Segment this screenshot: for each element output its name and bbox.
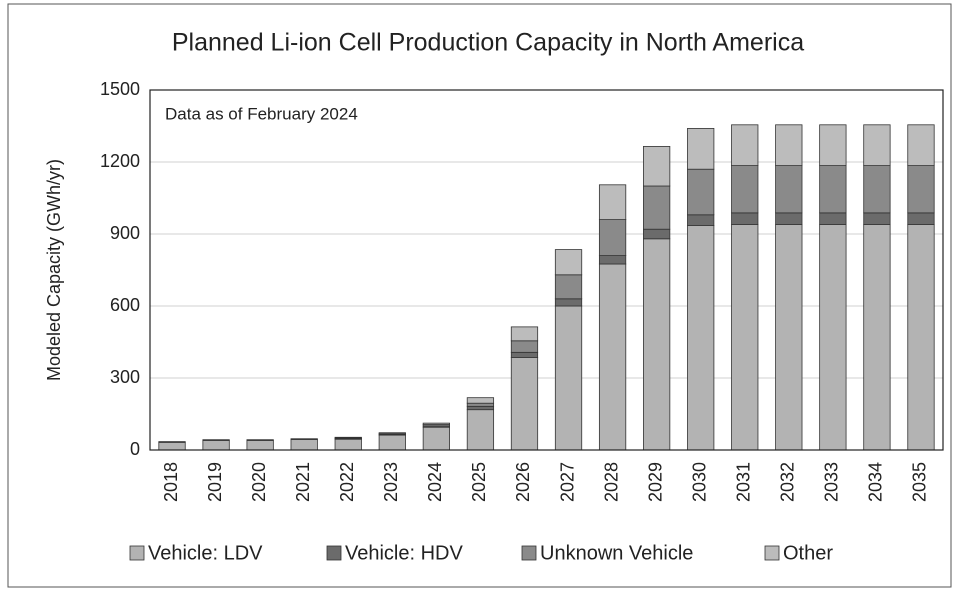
x-tick-label: 2019 bbox=[205, 462, 225, 502]
bar-segment bbox=[643, 185, 671, 230]
bar-segment bbox=[598, 255, 627, 265]
x-tick-label: 2032 bbox=[778, 462, 798, 502]
bar-segment bbox=[775, 124, 803, 167]
bar-segment bbox=[334, 436, 362, 439]
bar-segment bbox=[466, 405, 495, 411]
bar-segment bbox=[731, 165, 759, 214]
bar-segment bbox=[422, 426, 450, 451]
bar-segment bbox=[687, 225, 715, 451]
bar-segment bbox=[378, 432, 406, 435]
bar-segment bbox=[819, 223, 847, 451]
bar-segment bbox=[378, 434, 406, 451]
bar-segment bbox=[158, 441, 186, 451]
x-tick-label: 2020 bbox=[249, 462, 269, 502]
x-tick-label: 2018 bbox=[161, 462, 181, 502]
bar-segment bbox=[466, 409, 495, 451]
y-tick-label: 900 bbox=[110, 223, 140, 243]
bar-segment bbox=[554, 249, 583, 276]
bar-segment bbox=[158, 441, 186, 443]
bar-segment bbox=[246, 439, 274, 441]
bar-segment bbox=[466, 397, 495, 404]
x-tick-label: 2030 bbox=[689, 462, 709, 502]
bar-segment bbox=[554, 305, 583, 451]
bar-segment bbox=[907, 223, 935, 451]
bar-segment bbox=[775, 212, 803, 225]
y-tick-label: 600 bbox=[110, 295, 140, 315]
bar-segment bbox=[775, 223, 803, 451]
bar-segment bbox=[598, 184, 627, 221]
legend-swatch bbox=[764, 545, 780, 561]
bar-segment bbox=[510, 357, 539, 451]
x-tick-label: 2035 bbox=[910, 462, 930, 502]
x-tick-label: 2025 bbox=[469, 462, 489, 502]
bar-segment bbox=[775, 165, 803, 214]
y-tick-label: 1500 bbox=[100, 79, 140, 99]
bar-segment bbox=[863, 223, 891, 451]
bar-segment bbox=[246, 439, 274, 451]
bar-segment bbox=[202, 439, 230, 441]
y-tick-label: 1200 bbox=[100, 151, 140, 171]
bar-segment bbox=[907, 212, 935, 225]
bar-segment bbox=[863, 212, 891, 225]
bar-segment bbox=[819, 165, 847, 214]
bar-segment bbox=[290, 438, 318, 440]
bar-segment bbox=[334, 438, 362, 451]
bar-segment bbox=[598, 263, 627, 451]
bar-segment bbox=[687, 214, 715, 227]
bar-segment bbox=[598, 219, 627, 257]
bar-segment bbox=[202, 439, 230, 451]
bar-segment bbox=[731, 124, 759, 167]
x-tick-label: 2031 bbox=[734, 462, 754, 502]
bar-segment bbox=[510, 326, 539, 342]
bar-segment bbox=[510, 351, 539, 359]
x-tick-label: 2029 bbox=[645, 462, 665, 502]
bar-segment bbox=[554, 274, 583, 300]
x-tick-label: 2028 bbox=[601, 462, 621, 502]
x-tick-label: 2034 bbox=[866, 462, 886, 502]
bar-segment bbox=[422, 422, 450, 425]
y-axis-label: Modeled Capacity (GWh/yr) bbox=[44, 159, 64, 381]
legend-label: Vehicle: HDV bbox=[345, 542, 463, 564]
bar-segment bbox=[290, 439, 318, 451]
bar-segment bbox=[907, 124, 935, 167]
legend-label: Other bbox=[783, 542, 833, 564]
bar-segment bbox=[643, 228, 671, 240]
bar-segment bbox=[643, 238, 671, 451]
plot-frame bbox=[149, 89, 944, 451]
x-tick-label: 2033 bbox=[822, 462, 842, 502]
x-tick-label: 2026 bbox=[513, 462, 533, 502]
legend-swatch bbox=[129, 545, 145, 561]
x-tick-label: 2021 bbox=[293, 462, 313, 502]
bar-segment bbox=[819, 212, 847, 225]
bar-segment bbox=[554, 298, 583, 307]
x-tick-label: 2023 bbox=[381, 462, 401, 502]
bar-segment bbox=[863, 165, 891, 214]
bar-segment bbox=[510, 340, 539, 353]
bar-segment bbox=[466, 402, 495, 407]
bar-segment bbox=[819, 124, 847, 167]
y-tick-label: 0 bbox=[130, 439, 140, 459]
chart-title: Planned Li-ion Cell Production Capacity … bbox=[172, 29, 804, 57]
annotation: Data as of February 2024 bbox=[165, 104, 358, 123]
x-tick-label: 2024 bbox=[425, 462, 445, 502]
y-tick-label: 300 bbox=[110, 367, 140, 387]
x-tick-label: 2022 bbox=[337, 462, 357, 502]
bar-segment bbox=[907, 165, 935, 214]
bar-segment bbox=[863, 124, 891, 167]
x-tick-label: 2027 bbox=[557, 462, 577, 502]
bar-segment bbox=[731, 212, 759, 225]
legend-label: Vehicle: LDV bbox=[148, 542, 263, 564]
legend-label: Unknown Vehicle bbox=[540, 542, 693, 564]
bar-segment bbox=[731, 223, 759, 451]
bar-segment bbox=[687, 127, 715, 170]
legend-swatch bbox=[326, 545, 342, 561]
legend-swatch bbox=[521, 545, 537, 561]
bar-segment bbox=[687, 168, 715, 216]
bar-segment bbox=[643, 145, 671, 187]
